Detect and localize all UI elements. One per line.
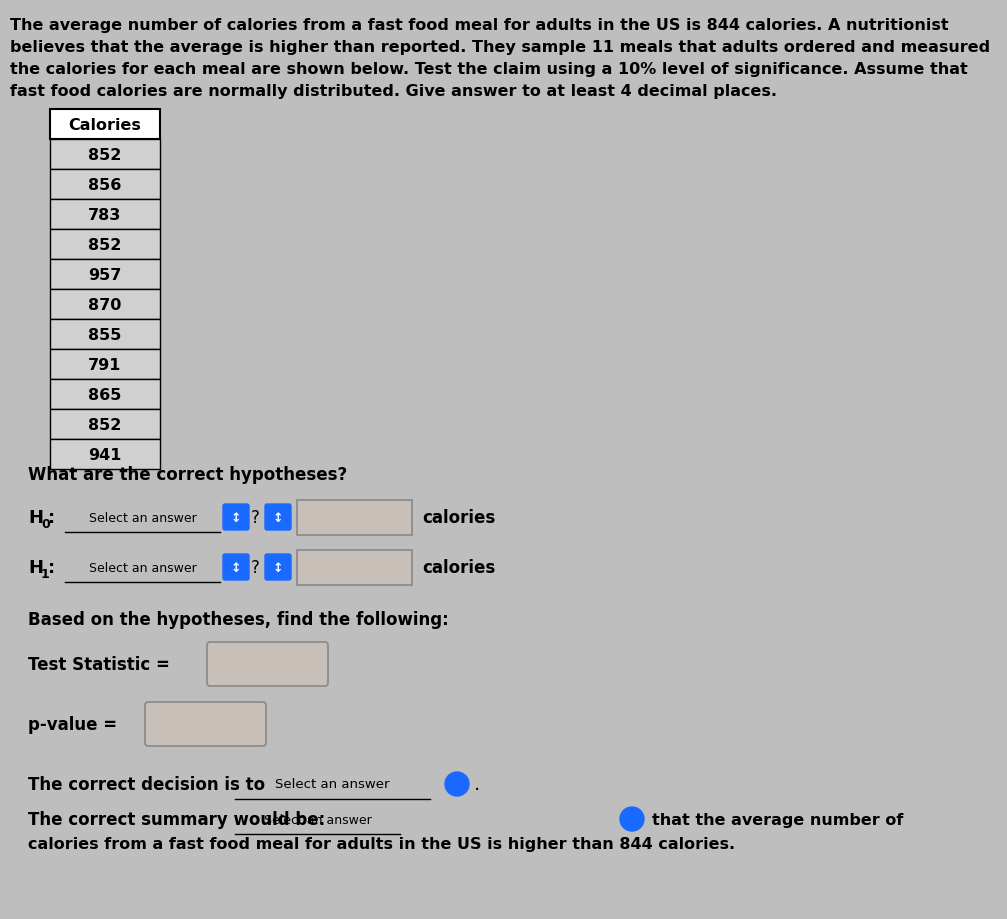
Text: ?: ? <box>251 508 260 527</box>
Text: ?: ? <box>251 559 260 576</box>
Text: that the average number of: that the average number of <box>652 811 903 826</box>
FancyBboxPatch shape <box>297 501 412 536</box>
FancyBboxPatch shape <box>50 289 160 320</box>
Text: calories: calories <box>422 508 495 527</box>
Text: fast food calories are normally distributed. Give answer to at least 4 decimal p: fast food calories are normally distribu… <box>10 84 777 99</box>
Text: :: : <box>48 508 55 527</box>
Text: 1: 1 <box>41 567 49 580</box>
Text: 856: 856 <box>89 177 122 192</box>
FancyBboxPatch shape <box>50 320 160 349</box>
Text: ↕: ↕ <box>231 511 242 524</box>
FancyBboxPatch shape <box>265 505 291 530</box>
Text: 870: 870 <box>89 297 122 312</box>
Text: 852: 852 <box>89 147 122 163</box>
Text: ↕: ↕ <box>627 814 636 824</box>
FancyBboxPatch shape <box>50 260 160 289</box>
Text: Calories: Calories <box>68 118 141 132</box>
FancyBboxPatch shape <box>207 642 328 686</box>
Text: 957: 957 <box>89 267 122 282</box>
Text: ↕: ↕ <box>273 511 283 524</box>
FancyBboxPatch shape <box>50 439 160 470</box>
FancyBboxPatch shape <box>50 349 160 380</box>
Text: 852: 852 <box>89 237 122 252</box>
Text: 852: 852 <box>89 417 122 432</box>
FancyBboxPatch shape <box>50 230 160 260</box>
Text: calories: calories <box>422 559 495 576</box>
Text: H: H <box>28 508 43 527</box>
Text: ↕: ↕ <box>231 561 242 573</box>
Text: calories from a fast food meal for adults in the US is higher than 844 calories.: calories from a fast food meal for adult… <box>28 836 735 852</box>
Text: the calories for each meal are shown below. Test the claim using a 10% level of : the calories for each meal are shown bel… <box>10 62 968 77</box>
Text: :: : <box>48 559 55 576</box>
Text: The correct decision is to: The correct decision is to <box>28 775 265 793</box>
Text: 783: 783 <box>89 208 122 222</box>
FancyBboxPatch shape <box>50 380 160 410</box>
FancyBboxPatch shape <box>145 702 266 746</box>
FancyBboxPatch shape <box>50 170 160 199</box>
Text: 855: 855 <box>89 327 122 342</box>
Text: H: H <box>28 559 43 576</box>
Circle shape <box>445 772 469 796</box>
Text: ↕: ↕ <box>452 779 461 789</box>
Text: p-value =: p-value = <box>28 715 117 733</box>
FancyBboxPatch shape <box>223 554 249 581</box>
Text: 941: 941 <box>89 447 122 462</box>
FancyBboxPatch shape <box>50 199 160 230</box>
Text: The correct summary would be:: The correct summary would be: <box>28 811 325 828</box>
Text: 791: 791 <box>89 357 122 372</box>
Text: 865: 865 <box>89 387 122 403</box>
Text: The average number of calories from a fast food meal for adults in the US is 844: The average number of calories from a fa… <box>10 18 949 33</box>
Text: .: . <box>474 775 480 794</box>
FancyBboxPatch shape <box>50 140 160 170</box>
Text: Based on the hypotheses, find the following:: Based on the hypotheses, find the follow… <box>28 610 449 629</box>
Text: Select an answer: Select an answer <box>275 777 390 790</box>
Text: Select an answer: Select an answer <box>89 561 196 573</box>
FancyBboxPatch shape <box>297 550 412 585</box>
Text: ↕: ↕ <box>273 561 283 573</box>
Circle shape <box>620 807 644 831</box>
FancyBboxPatch shape <box>265 554 291 581</box>
Text: Select an answer: Select an answer <box>264 812 372 825</box>
Text: believes that the average is higher than reported. They sample 11 meals that adu: believes that the average is higher than… <box>10 40 990 55</box>
FancyBboxPatch shape <box>50 110 160 140</box>
Text: 0: 0 <box>41 516 49 530</box>
Text: What are the correct hypotheses?: What are the correct hypotheses? <box>28 466 347 483</box>
FancyBboxPatch shape <box>223 505 249 530</box>
Text: Test Statistic =: Test Statistic = <box>28 655 170 674</box>
FancyBboxPatch shape <box>50 410 160 439</box>
Text: Select an answer: Select an answer <box>89 511 196 524</box>
